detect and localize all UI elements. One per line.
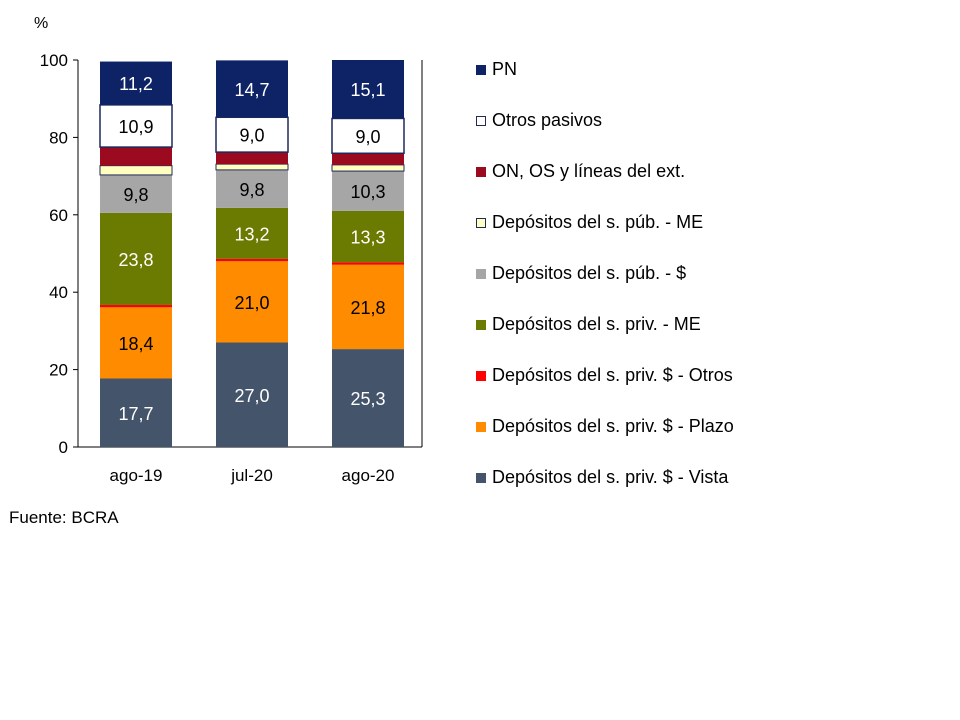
x-tick-label: ago-19 bbox=[110, 466, 163, 485]
legend-label: PN bbox=[492, 59, 518, 79]
legend-item: Depósitos del s. púb. - $ bbox=[476, 248, 734, 299]
data-label: 9,0 bbox=[355, 127, 380, 147]
legend-item: Depósitos del s. priv. $ - Otros bbox=[476, 350, 734, 401]
bar-segment bbox=[216, 258, 288, 262]
legend-label: Depósitos del s. priv. $ - Otros bbox=[492, 365, 733, 385]
legend-item: Depósitos del s. priv. - ME bbox=[476, 299, 734, 350]
bar-segment bbox=[332, 349, 404, 447]
bar-segment bbox=[100, 61, 172, 105]
bar-segment bbox=[100, 378, 172, 447]
chart-legend: PN Otros pasivos ON, OS y líneas del ext. D… bbox=[476, 44, 734, 503]
data-label: 18,4 bbox=[118, 334, 153, 354]
bar-segment bbox=[216, 342, 288, 447]
y-tick-label: 60 bbox=[49, 206, 68, 225]
data-label: 21,8 bbox=[350, 298, 385, 318]
bar-segment bbox=[99, 104, 173, 148]
legend-swatch bbox=[476, 217, 486, 228]
bar-segment bbox=[331, 117, 405, 155]
legend-swatch bbox=[476, 370, 486, 381]
bar-segment bbox=[100, 174, 172, 213]
legend-swatch bbox=[476, 268, 486, 279]
bar-segment bbox=[216, 152, 288, 165]
y-tick-label: 0 bbox=[59, 438, 68, 457]
data-label: 21,0 bbox=[234, 293, 269, 313]
data-label: 9,8 bbox=[239, 180, 264, 200]
legend-label: Otros pasivos bbox=[492, 110, 603, 130]
y-tick-label: 20 bbox=[49, 361, 68, 380]
legend-item: PN bbox=[476, 44, 734, 95]
legend-item: Otros pasivos bbox=[476, 95, 734, 146]
data-label: 9,8 bbox=[123, 185, 148, 205]
bar-segment bbox=[216, 60, 288, 118]
legend-label: ON, OS y líneas del ext. bbox=[492, 161, 686, 181]
bar-segment bbox=[332, 210, 404, 263]
legend-label: Depósitos del s. priv. $ - Plazo bbox=[492, 416, 734, 436]
bar-segment bbox=[215, 116, 289, 153]
legend-swatch bbox=[476, 166, 486, 177]
data-label: 13,3 bbox=[350, 228, 385, 248]
legend-swatch bbox=[476, 64, 486, 75]
legend-swatch bbox=[476, 319, 486, 330]
bar-segment bbox=[332, 264, 404, 350]
chart-bars bbox=[99, 60, 405, 447]
data-label: 14,7 bbox=[234, 80, 269, 100]
data-label: 10,3 bbox=[350, 182, 385, 202]
legend-item: Depósitos del s. priv. $ - Vista bbox=[476, 452, 734, 503]
bar-segment bbox=[99, 165, 173, 176]
legend-label: Depósitos del s. priv. $ - Vista bbox=[492, 467, 729, 487]
bar-segment bbox=[331, 164, 405, 172]
source-note: Fuente: BCRA bbox=[9, 508, 119, 527]
data-label: 23,8 bbox=[118, 250, 153, 270]
x-tick-label: jul-20 bbox=[230, 466, 273, 485]
data-label: 10,9 bbox=[118, 117, 153, 137]
y-tick-label: 40 bbox=[49, 283, 68, 302]
legend-swatch bbox=[476, 472, 486, 483]
data-label: 9,0 bbox=[239, 126, 264, 146]
bar-segment bbox=[332, 262, 404, 265]
bar-segment bbox=[216, 261, 288, 343]
chart-axes: 0 20 40 60 80 100 ago-19 jul-20 ago-20 bbox=[40, 51, 423, 485]
data-label: 15,1 bbox=[350, 80, 385, 100]
legend-swatch bbox=[476, 421, 486, 432]
legend-label: Depósitos del s. púb. - $ bbox=[492, 263, 687, 283]
bar-segment bbox=[215, 163, 289, 171]
legend-item: ON, OS y líneas del ext. bbox=[476, 146, 734, 197]
chart-data-labels: 17,7 18,4 23,8 9,8 10,9 11,2 27,0 21,0 13,2 9,8 9,… bbox=[118, 74, 385, 424]
data-label: 13,2 bbox=[234, 224, 269, 244]
data-label: 11,2 bbox=[119, 74, 153, 94]
bar-segment bbox=[100, 147, 172, 166]
bar-segment bbox=[332, 171, 404, 211]
y-tick-label: 100 bbox=[40, 51, 68, 70]
legend-item: Depósitos del s. priv. $ - Plazo bbox=[476, 401, 734, 452]
legend-label: Depósitos del s. priv. - ME bbox=[492, 314, 701, 334]
bar-segment bbox=[216, 207, 288, 259]
stacked-bar-chart: 0 20 40 60 80 100 ago-19 jul-20 ago-20 17,7 18,4 2… bbox=[40, 51, 423, 485]
legend-item: Depósitos del s. púb. - ME bbox=[476, 197, 734, 248]
y-axis-unit-label: % bbox=[34, 15, 49, 32]
data-label: 25,3 bbox=[350, 389, 385, 409]
bar-segment bbox=[100, 307, 172, 379]
data-label: 27,0 bbox=[234, 386, 269, 406]
x-tick-label: ago-20 bbox=[342, 466, 395, 485]
bar-segment bbox=[332, 153, 404, 165]
bar-segment bbox=[216, 169, 288, 208]
y-tick-label: 80 bbox=[49, 128, 68, 147]
bar-segment bbox=[100, 304, 172, 308]
legend-swatch bbox=[476, 115, 486, 126]
bar-segment bbox=[100, 212, 172, 305]
data-label: 17,7 bbox=[118, 404, 153, 424]
legend-label: Depósitos del s. púb. - ME bbox=[492, 212, 704, 232]
bar-segment bbox=[332, 60, 404, 119]
